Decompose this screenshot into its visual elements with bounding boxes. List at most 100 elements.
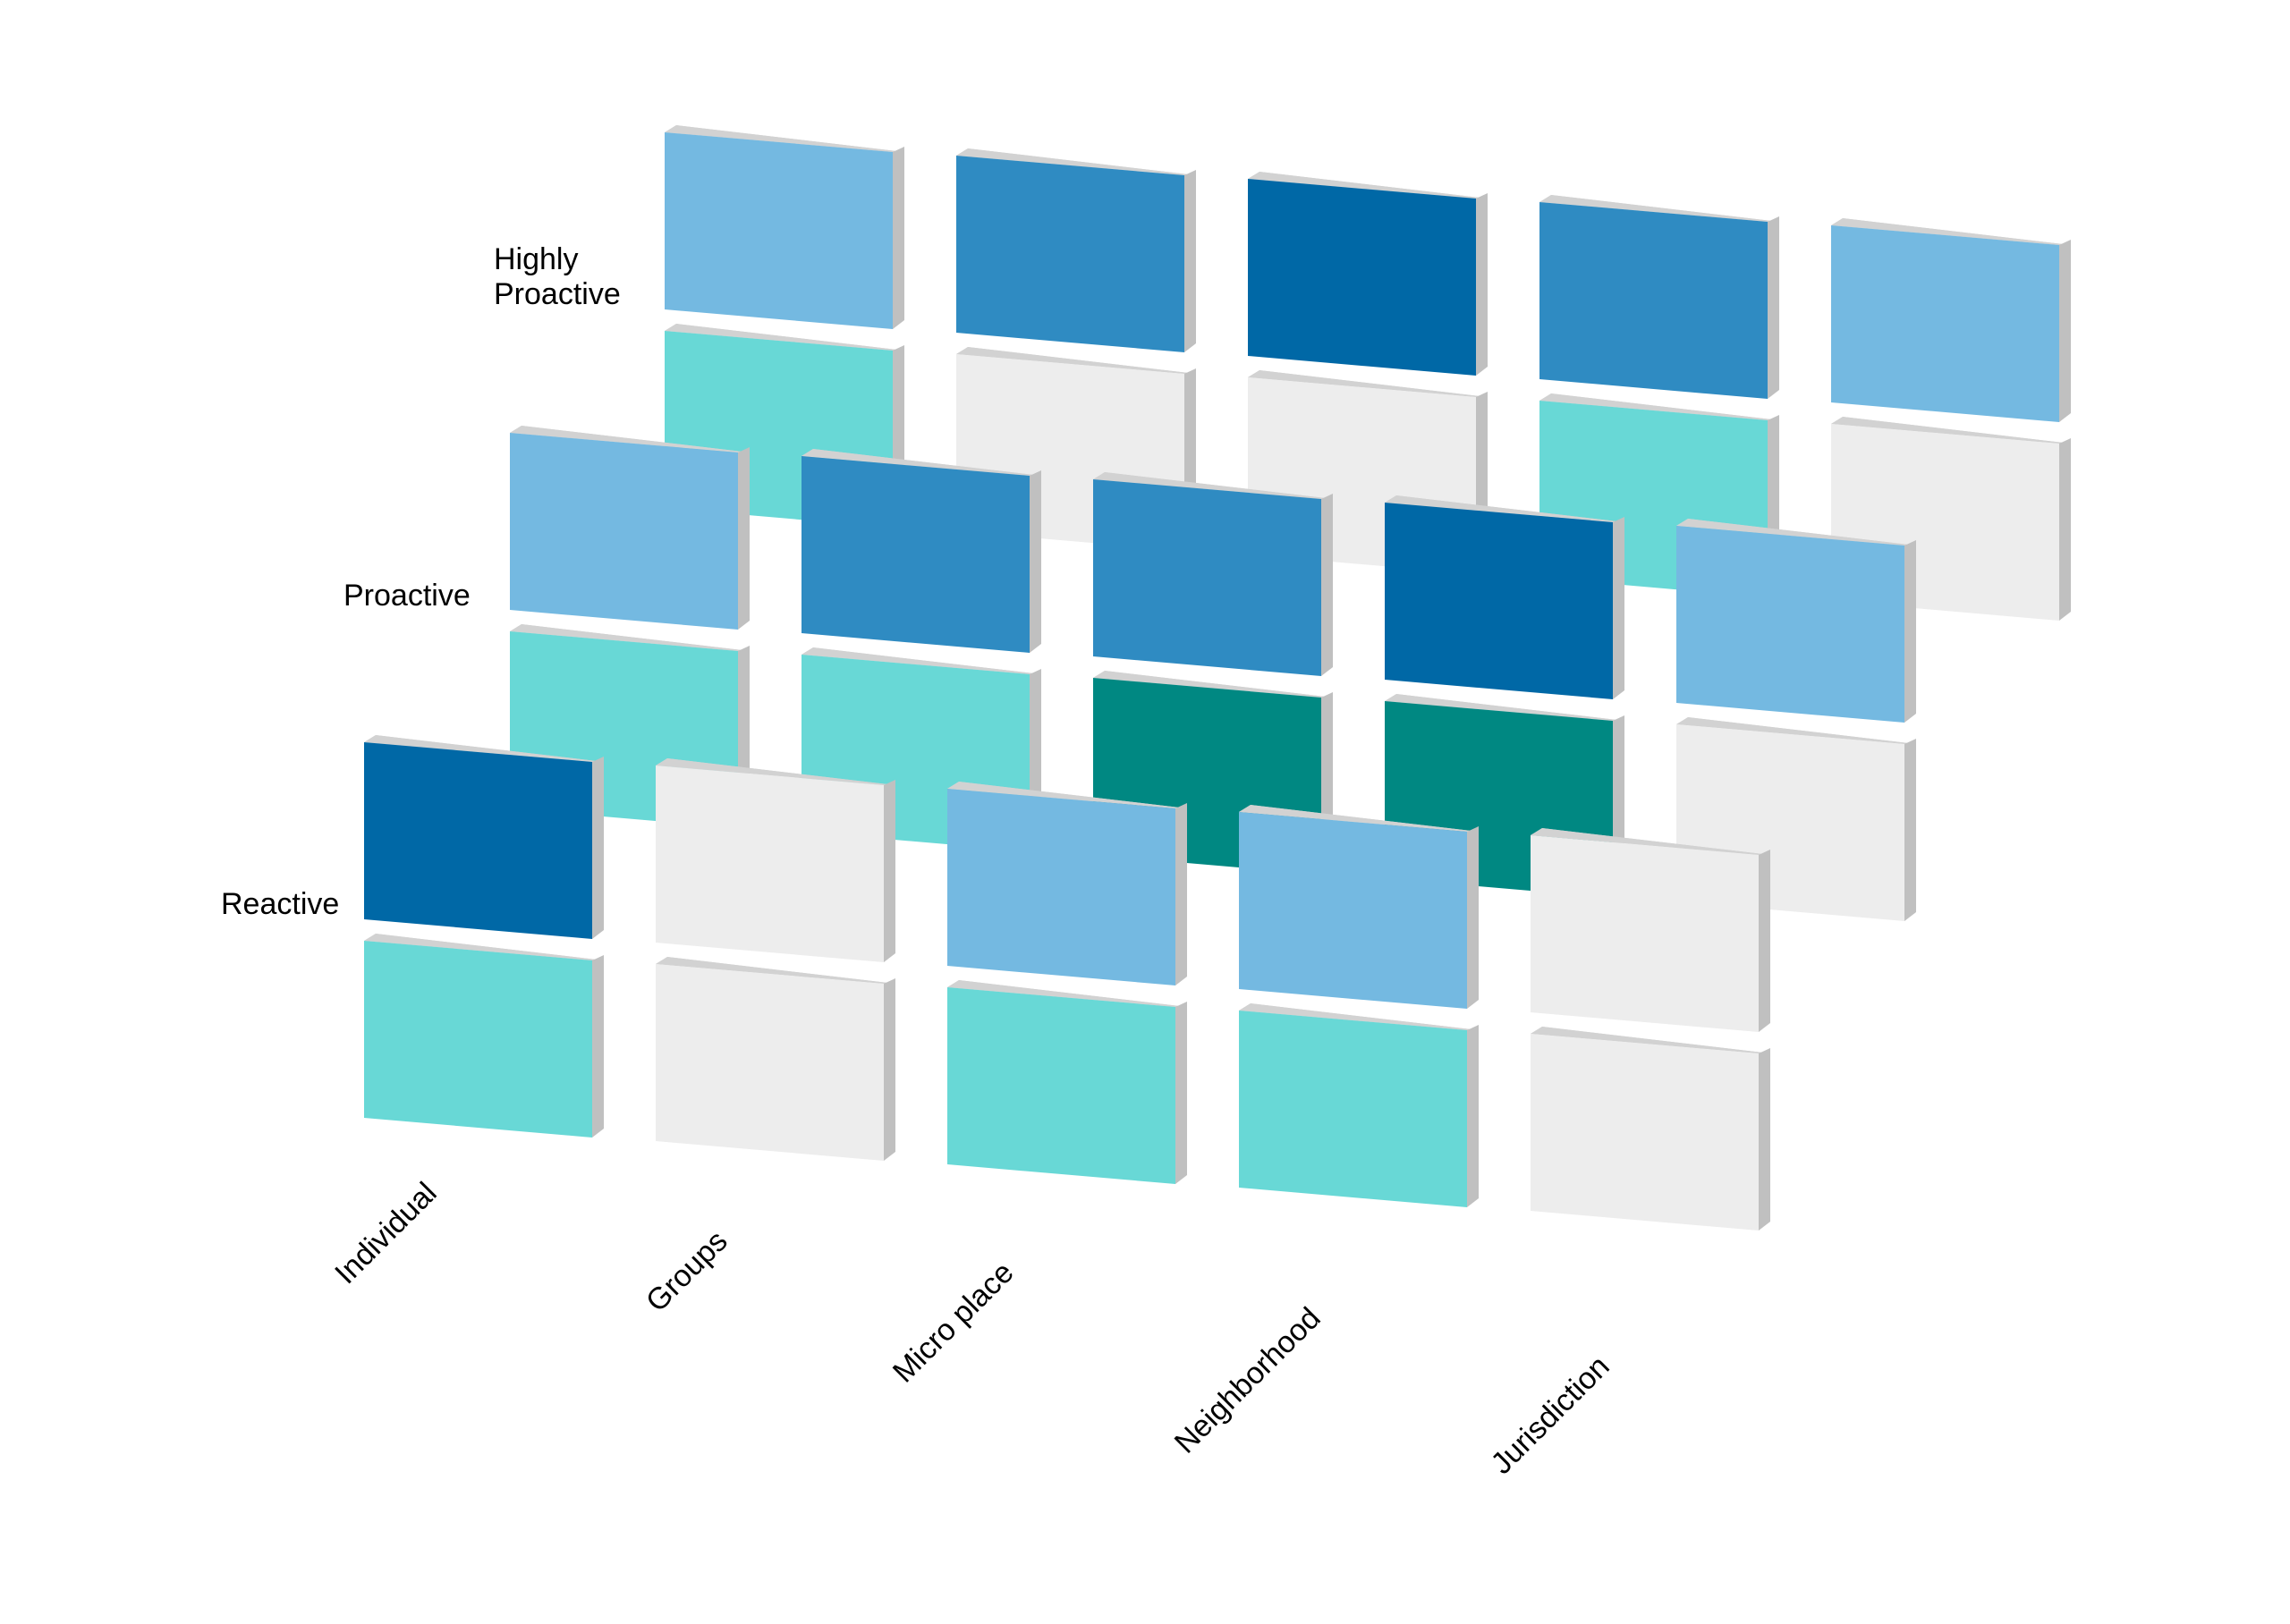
block-reactive-groups-lower-front-face [656, 964, 884, 1161]
block-highly-proactive-neighborhood-upper-top-edge [1539, 195, 1779, 222]
block-proactive-individual-upper [510, 426, 750, 630]
block-reactive-groups-upper-side-face [884, 780, 895, 962]
block-reactive-individual-upper-top-edge [364, 735, 604, 762]
block-reactive-jurisdiction-upper-front-face [1531, 835, 1759, 1032]
block-reactive-micro-place-lower-side-face [1175, 1002, 1187, 1184]
block-reactive-jurisdiction-lower [1531, 1027, 1770, 1231]
block-highly-proactive-micro-place-upper-side-face [1476, 193, 1488, 376]
block-proactive-jurisdiction-upper [1676, 519, 1916, 723]
block-proactive-neighborhood-upper-side-face [1613, 517, 1624, 699]
block-highly-proactive-individual-upper-side-face [893, 147, 904, 329]
block-proactive-jurisdiction-upper-top-edge [1676, 519, 1916, 546]
block-highly-proactive-jurisdiction-lower-top-edge [1831, 417, 2071, 444]
row-label-highly-proactive-line1: Highly [494, 242, 578, 276]
column-label-individual: Individual [328, 1176, 443, 1290]
block-proactive-groups-upper-side-face [1030, 470, 1041, 653]
block-proactive-micro-place-upper [1093, 472, 1333, 676]
block-reactive-neighborhood-upper [1239, 805, 1479, 1009]
block-proactive-neighborhood-lower-top-edge [1385, 694, 1624, 721]
block-highly-proactive-groups-upper-side-face [1184, 170, 1196, 352]
block-proactive-micro-place-upper-front-face [1093, 479, 1321, 676]
block-proactive-individual-lower-top-edge [510, 624, 750, 651]
block-highly-proactive-individual-upper-front-face [665, 132, 893, 329]
block-reactive-micro-place-upper-side-face [1175, 803, 1187, 985]
block-highly-proactive-individual-upper-top-edge [665, 125, 904, 152]
column-label-jurisdiction: Jurisdiction [1485, 1349, 1616, 1481]
block-proactive-groups-upper-top-edge [802, 449, 1041, 476]
block-highly-proactive-individual-upper [665, 125, 904, 329]
block-highly-proactive-micro-place-lower-top-edge [1248, 370, 1488, 397]
block-reactive-jurisdiction-lower-front-face [1531, 1034, 1759, 1231]
block-reactive-micro-place-upper-front-face [947, 789, 1175, 985]
block-proactive-jurisdiction-upper-front-face [1676, 526, 1904, 723]
block-reactive-groups-upper [656, 758, 895, 962]
block-reactive-jurisdiction-upper-top-edge [1531, 828, 1770, 855]
block-reactive-jurisdiction-upper-side-face [1759, 850, 1770, 1032]
block-highly-proactive-groups-upper-top-edge [956, 148, 1196, 175]
block-highly-proactive-groups-upper [956, 148, 1196, 352]
block-highly-proactive-micro-place-upper [1248, 172, 1488, 376]
block-highly-proactive-jurisdiction-upper-top-edge [1831, 218, 2071, 245]
row-label-highly-proactive-line2: Proactive [494, 277, 621, 311]
block-reactive-individual-upper-front-face [364, 742, 592, 939]
block-reactive-jurisdiction-lower-side-face [1759, 1048, 1770, 1231]
block-proactive-jurisdiction-lower-top-edge [1676, 717, 1916, 744]
column-label-micro-place: Micro place [886, 1256, 1021, 1390]
block-highly-proactive-neighborhood-lower-top-edge [1539, 393, 1779, 420]
block-proactive-individual-upper-front-face [510, 433, 738, 630]
block-highly-proactive-neighborhood-upper-front-face [1539, 202, 1768, 399]
block-highly-proactive-groups-upper-front-face [956, 156, 1184, 352]
block-highly-proactive-jurisdiction-upper [1831, 218, 2071, 422]
block-proactive-micro-place-lower-top-edge [1093, 671, 1333, 698]
block-highly-proactive-micro-place-upper-front-face [1248, 179, 1476, 376]
block-reactive-individual-lower-side-face [592, 955, 604, 1138]
row-label-proactive: Proactive [344, 579, 471, 613]
block-reactive-individual-lower [364, 934, 604, 1138]
block-reactive-groups-lower-side-face [884, 978, 895, 1161]
block-reactive-neighborhood-lower-side-face [1467, 1025, 1479, 1207]
column-label-neighborhood: Neighborhood [1168, 1301, 1327, 1460]
block-proactive-individual-upper-top-edge [510, 426, 750, 453]
block-reactive-micro-place-lower-front-face [947, 987, 1175, 1184]
block-highly-proactive-neighborhood-upper-side-face [1768, 216, 1779, 399]
block-proactive-jurisdiction-upper-side-face [1904, 540, 1916, 723]
block-proactive-groups-upper [802, 449, 1041, 653]
block-reactive-individual-upper [364, 735, 604, 939]
block-proactive-groups-upper-front-face [802, 456, 1030, 653]
block-reactive-micro-place-lower [947, 980, 1187, 1184]
block-reactive-individual-lower-top-edge [364, 934, 604, 960]
block-reactive-groups-lower-top-edge [656, 957, 895, 984]
block-proactive-micro-place-upper-side-face [1321, 494, 1333, 676]
block-highly-proactive-groups-lower-top-edge [956, 347, 1196, 374]
column-label-groups: Groups [640, 1224, 734, 1319]
block-highly-proactive-jurisdiction-lower-side-face [2059, 438, 2071, 621]
block-reactive-individual-upper-side-face [592, 757, 604, 939]
block-highly-proactive-jurisdiction-upper-front-face [1831, 225, 2059, 422]
block-reactive-micro-place-upper-top-edge [947, 782, 1187, 808]
block-reactive-neighborhood-lower [1239, 1003, 1479, 1207]
block-reactive-individual-lower-front-face [364, 941, 592, 1138]
row-label-reactive: Reactive [221, 887, 339, 921]
block-proactive-neighborhood-upper [1385, 495, 1624, 699]
block-reactive-neighborhood-upper-side-face [1467, 826, 1479, 1009]
block-highly-proactive-individual-lower-top-edge [665, 324, 904, 351]
block-highly-proactive-micro-place-upper-top-edge [1248, 172, 1488, 199]
block-reactive-neighborhood-lower-front-face [1239, 1011, 1467, 1207]
block-grid [364, 125, 2071, 1231]
block-reactive-micro-place-lower-top-edge [947, 980, 1187, 1007]
block-proactive-micro-place-upper-top-edge [1093, 472, 1333, 499]
row-label-highly-proactive: Highly Proactive [494, 242, 621, 311]
block-reactive-jurisdiction-lower-top-edge [1531, 1027, 1770, 1053]
block-proactive-neighborhood-upper-top-edge [1385, 495, 1624, 522]
block-proactive-individual-upper-side-face [738, 447, 750, 630]
block-reactive-groups-upper-top-edge [656, 758, 895, 785]
block-proactive-groups-lower-top-edge [802, 647, 1041, 674]
block-reactive-neighborhood-upper-front-face [1239, 812, 1467, 1009]
block-reactive-neighborhood-lower-top-edge [1239, 1003, 1479, 1030]
block-reactive-micro-place-upper [947, 782, 1187, 985]
block-proactive-neighborhood-upper-front-face [1385, 503, 1613, 699]
block-reactive-neighborhood-upper-top-edge [1239, 805, 1479, 832]
block-highly-proactive-jurisdiction-upper-side-face [2059, 240, 2071, 422]
